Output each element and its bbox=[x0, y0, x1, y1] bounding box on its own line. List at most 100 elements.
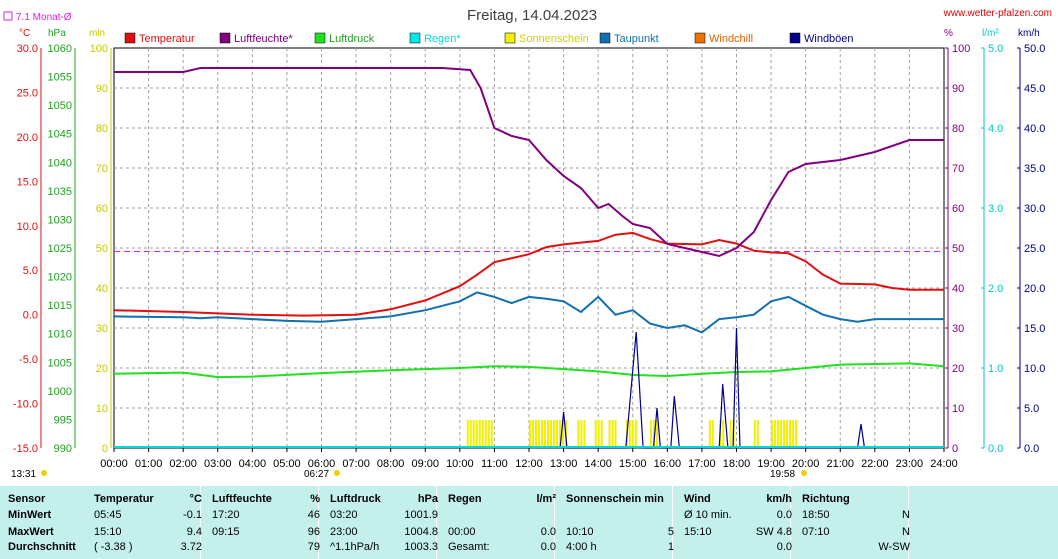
monthly-avg-label: 7.1 Monat-Ø bbox=[16, 12, 72, 23]
wind-tick-label: 30.0 bbox=[1024, 203, 1045, 215]
now-sun-icon bbox=[41, 470, 47, 476]
sunshine-bar bbox=[484, 420, 487, 448]
stats-cell-value: 0.0 bbox=[776, 541, 792, 553]
sunshine-bar bbox=[792, 420, 795, 448]
sunshine-tick-label: 30 bbox=[96, 323, 108, 335]
sunshine-bar bbox=[562, 420, 564, 448]
sunshine-bar bbox=[711, 420, 714, 448]
legend-swatch bbox=[789, 32, 801, 44]
stats-section-unit: km/h bbox=[766, 493, 792, 505]
pressure-tick-label: 1020 bbox=[48, 272, 72, 284]
x-tick-label: 05:00 bbox=[273, 458, 301, 470]
chart-legend: Temperatur Luftfeuchte* Luftdruck Regen* Son… bbox=[124, 32, 854, 45]
legend-label: Luftdruck bbox=[329, 33, 375, 45]
series-line-1 bbox=[114, 67, 944, 258]
stats-cell-time: ^1.1hPa/h bbox=[330, 541, 380, 553]
temp-unit: °C bbox=[19, 28, 30, 39]
sunshine-bar bbox=[780, 420, 783, 448]
stats-cell-time: 4:00 h bbox=[566, 541, 597, 553]
humidity-tick-label: 90 bbox=[952, 83, 964, 95]
series-line-2 bbox=[113, 362, 945, 379]
humidity-tick-label: 10 bbox=[952, 403, 964, 415]
x-tick-label: 04:00 bbox=[239, 458, 267, 470]
stats-cell-value: W-SW bbox=[878, 541, 910, 553]
stats-section-unit: °C bbox=[189, 493, 202, 505]
stats-cell-value: 1001.9 bbox=[404, 509, 438, 521]
temp-tick-label: -5.0 bbox=[19, 354, 38, 366]
pressure-tick-label: 1045 bbox=[48, 129, 72, 141]
x-tick-label: 21:00 bbox=[826, 458, 854, 470]
sunset-time: 19:58 bbox=[770, 469, 795, 480]
sunrise-sun-icon bbox=[334, 470, 340, 476]
x-tick-label: 15:00 bbox=[619, 458, 647, 470]
sunshine-bar bbox=[771, 420, 774, 448]
legend-label: Windböen bbox=[804, 33, 854, 45]
sunshine-bar bbox=[553, 420, 555, 448]
sunshine-tick-label: 50 bbox=[96, 243, 108, 255]
stats-cell-time: 18:50 bbox=[802, 509, 830, 521]
series-line-4 bbox=[559, 327, 866, 449]
pressure-tick-label: 1010 bbox=[48, 329, 72, 341]
x-tick-label: 10:00 bbox=[446, 458, 474, 470]
rain-tick-label: 4.0 bbox=[988, 123, 1003, 135]
temp-tick-label: 25.0 bbox=[17, 87, 38, 99]
legend-swatch bbox=[219, 32, 231, 44]
stats-table: Sensor MinWert MaxWert Durchschnitt Temperat… bbox=[0, 486, 1058, 559]
wind-tick-label: 40.0 bbox=[1024, 123, 1045, 135]
x-tick-label: 17:00 bbox=[688, 458, 716, 470]
sunshine-bar bbox=[783, 420, 786, 448]
stats-cell-value: 0.0 bbox=[776, 509, 792, 521]
x-tick-label: 02:00 bbox=[169, 458, 197, 470]
pressure-tick-label: 1035 bbox=[48, 186, 72, 198]
humidity-unit: % bbox=[944, 28, 953, 39]
stats-section-unit: hPa bbox=[417, 493, 438, 505]
sunshine-bar bbox=[490, 420, 493, 448]
legend-swatch bbox=[694, 32, 706, 44]
stats-section-title: Temperatur bbox=[94, 493, 154, 505]
legend-swatch bbox=[504, 32, 516, 44]
stats-cell-time: 23:00 bbox=[330, 526, 358, 538]
series-line-0 bbox=[113, 231, 944, 317]
stats-cell-value: 5 bbox=[667, 526, 674, 538]
wind-tick-label: 5.0 bbox=[1024, 403, 1039, 415]
sunshine-bar bbox=[472, 420, 475, 448]
stats-cell-value: 9.4 bbox=[186, 526, 202, 538]
stats-cell-value: -0.1 bbox=[183, 509, 202, 521]
stats-cell-value: 3.72 bbox=[180, 541, 202, 553]
x-tick-label: 09:00 bbox=[411, 458, 439, 470]
stats-cell-value: 1004.8 bbox=[404, 526, 438, 538]
stats-cell-time: 15:10 bbox=[94, 526, 122, 538]
sunshine-bar bbox=[556, 420, 558, 448]
sunshine-bar bbox=[559, 420, 561, 448]
stats-cell-value: 79 bbox=[307, 541, 320, 553]
legend-label: Regen* bbox=[424, 33, 461, 45]
sunshine-bar bbox=[583, 420, 586, 448]
sunrise-time: 06:27 bbox=[304, 469, 329, 480]
weather-chart: 00:00 01:00 02:00 03:00 04:00 05:00 06:00 07:00… bbox=[3, 7, 1052, 480]
sunshine-bar bbox=[466, 420, 469, 448]
sunshine-bar bbox=[594, 420, 597, 448]
sunset-sun-icon bbox=[801, 470, 807, 476]
rain-tick-label: 1.0 bbox=[988, 363, 1003, 375]
stats-section-title: Luftdruck bbox=[330, 493, 381, 505]
sunshine-tick-label: 80 bbox=[96, 123, 108, 135]
sunshine-bar bbox=[544, 420, 546, 448]
legend-swatch bbox=[314, 32, 326, 44]
x-tick-label: 00:00 bbox=[100, 458, 128, 470]
now-time: 13:31 bbox=[11, 469, 36, 480]
pressure-tick-label: 1015 bbox=[48, 300, 72, 312]
pressure-unit: hPa bbox=[48, 28, 66, 39]
sunshine-bar bbox=[529, 420, 531, 448]
sunshine-bar bbox=[614, 420, 617, 448]
temp-tick-label: 0.0 bbox=[23, 310, 38, 322]
sunshine-unit: min bbox=[89, 28, 105, 39]
wind-tick-label: 0.0 bbox=[1024, 443, 1039, 455]
stats-cell-time: Ø 10 min. bbox=[684, 509, 732, 521]
x-tick-label: 03:00 bbox=[204, 458, 232, 470]
sunshine-bar bbox=[789, 420, 792, 448]
stats-cell-value: 0.0 bbox=[540, 526, 556, 538]
pressure-tick-label: 1060 bbox=[48, 43, 72, 55]
pressure-tick-label: 990 bbox=[54, 443, 72, 455]
stats-cell-time: 09:15 bbox=[212, 526, 240, 538]
stats-row-label: Sensor bbox=[8, 493, 46, 505]
